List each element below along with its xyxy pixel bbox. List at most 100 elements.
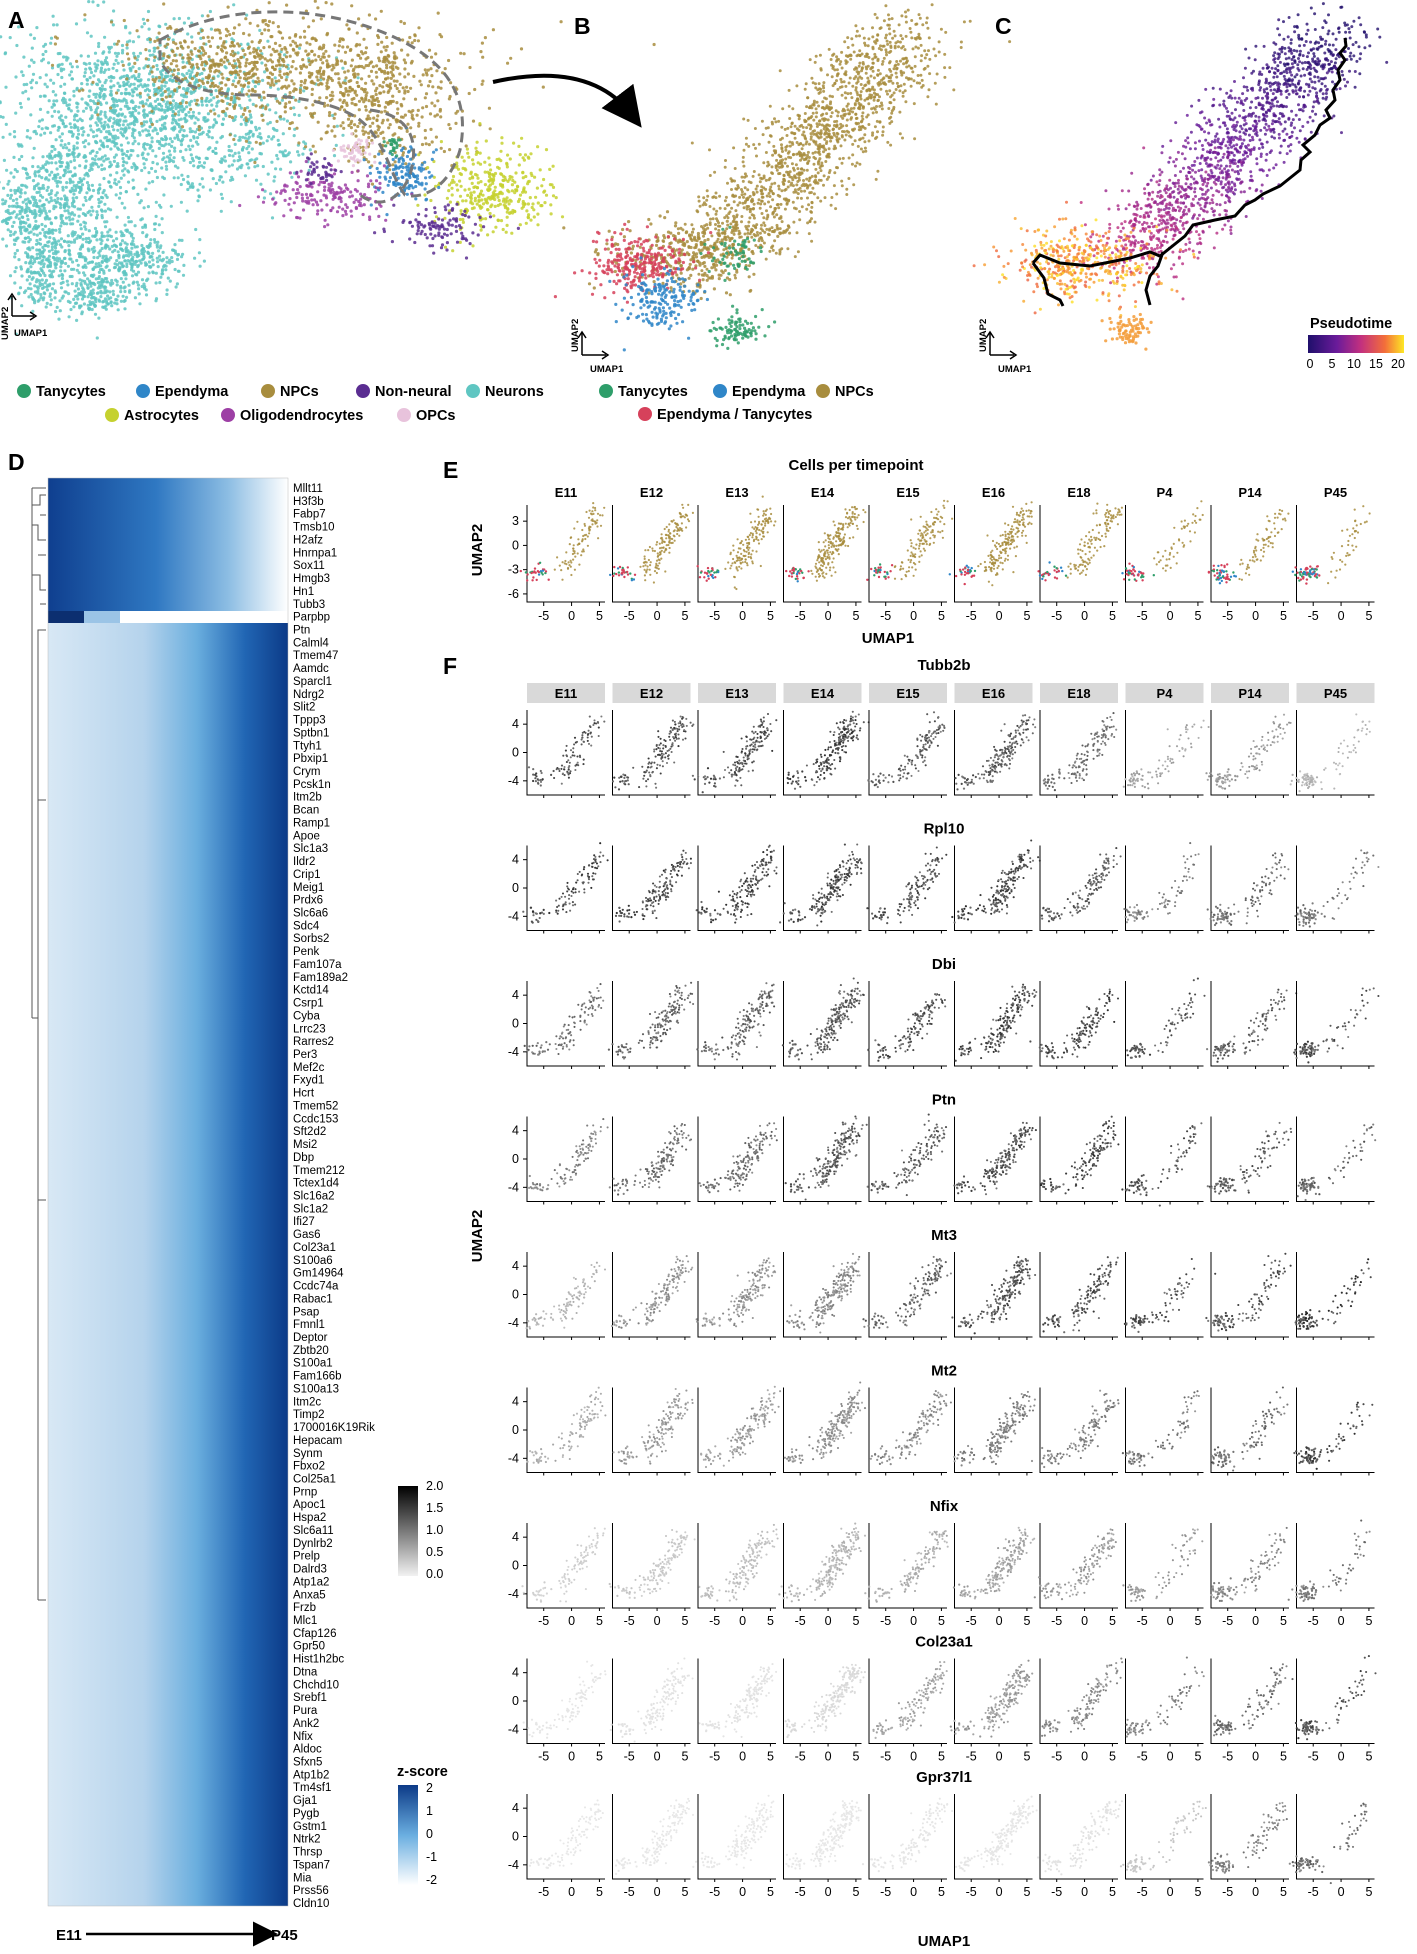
zscore-colorbar-ticks: 2 1 0 -1 -2 — [426, 1781, 437, 1887]
panel-e-facet-title: P14 — [1238, 485, 1262, 500]
gene-label: Mia — [293, 1872, 312, 1884]
panel-f-strip — [1040, 683, 1118, 703]
legend-b-label-2: NPCs — [835, 384, 874, 400]
zscore-tick-2: 0 — [426, 1827, 433, 1841]
panel-a-npc-outline — [158, 10, 464, 198]
panel-e-timepoints: Cells per timepoint UMAP1 UMAP2 E11 -5 0 5 3… — [469, 457, 1375, 647]
panel-f-x-tick: -5 — [624, 1614, 635, 1628]
gene-label: Gja1 — [293, 1795, 317, 1807]
gene-label: Hspa2 — [293, 1512, 326, 1524]
panel-f-x-tick: 0 — [739, 1885, 746, 1899]
gene-label: Synm — [293, 1448, 322, 1460]
panel-a-points — [0, 0, 656, 340]
panel-f-strip — [527, 683, 605, 703]
panel-f-x-tick: -5 — [966, 1750, 977, 1764]
panel-e-facet-title: E11 — [555, 485, 577, 500]
panel-f-x-tick: -5 — [1051, 1885, 1062, 1899]
panel-e-facet: E13 -5 0 5 — [696, 485, 777, 623]
panel-e-x-tick: -5 — [795, 609, 806, 623]
gene-label: Sdc4 — [293, 920, 320, 932]
legend-label-astrocytes: Astrocytes — [124, 408, 199, 424]
panel-e-x-tick: 5 — [1365, 609, 1372, 623]
gene-label: 1700016K19Rik — [293, 1422, 375, 1434]
pseudotime-tick-3: 15 — [1369, 357, 1383, 371]
legend-label-oligodendrocytes: Oligodendrocytes — [240, 408, 363, 424]
panel-c-xlabel: UMAP1 — [998, 364, 1032, 375]
gene-label: Sptbn1 — [293, 727, 329, 739]
panel-f-strip — [783, 683, 862, 703]
panel-f-x-tick: 0 — [1167, 1750, 1174, 1764]
panel-f-gene-title: Rpl10 — [924, 821, 965, 838]
gene-label: Parpbp — [293, 612, 330, 624]
gene-label: Cldn10 — [293, 1898, 329, 1910]
panel-f-y-tick: 0 — [512, 746, 519, 760]
legend-b-dot-0 — [599, 384, 613, 398]
gene-label: Ifi27 — [293, 1216, 315, 1228]
panel-e-x-tick: 5 — [938, 609, 945, 623]
pseudotime-colorbar — [1308, 335, 1404, 353]
gene-label: Ccdc153 — [293, 1113, 338, 1125]
panel-f-strip-label: P14 — [1238, 686, 1262, 701]
gene-label: Ccdc74a — [293, 1281, 339, 1293]
panel-f-y-tick: 0 — [512, 1559, 519, 1573]
gene-label: Psap — [293, 1306, 319, 1318]
panel-label-b: B — [574, 13, 591, 39]
gene-label: Fabp7 — [293, 509, 326, 521]
gene-label: Atp1a2 — [293, 1576, 329, 1588]
panel-f-x-tick: 5 — [767, 1885, 774, 1899]
panel-f-x-tick: -5 — [795, 1614, 806, 1628]
gene-label: Ndrg2 — [293, 689, 324, 701]
expression-colorbar — [398, 1486, 418, 1576]
panel-f-x-tick: -5 — [1222, 1750, 1233, 1764]
panel-f-x-tick: 5 — [1280, 1750, 1287, 1764]
gene-label: Gstm1 — [293, 1821, 327, 1833]
panel-f-x-tick: 5 — [938, 1750, 945, 1764]
panel-f-xlabel: UMAP1 — [918, 1933, 971, 1950]
gene-label: Tspan7 — [293, 1859, 330, 1871]
panel-f-row-mt3: Mt3 4 0 -4 — [508, 1227, 1375, 1340]
panel-f-row-gpr37l1: Gpr37l1 -5 0 5 4 0 -4 -5 0 5 -5 0 5 -5 0 5 -5 0 5 -5 0 5 -5 0 5 -… — [508, 1769, 1375, 1899]
panel-e-x-tick: 0 — [910, 609, 917, 623]
panel-f-x-tick: 0 — [1081, 1750, 1088, 1764]
panel-c-branch-2 — [1031, 262, 1065, 307]
gene-label: Pcsk1n — [293, 779, 331, 791]
panel-f-y-tick: 4 — [512, 1259, 519, 1273]
gene-label: Slc6a6 — [293, 908, 328, 920]
panel-e-facet: E15 -5 0 5 — [866, 485, 954, 623]
gene-label: Tmem52 — [293, 1101, 338, 1113]
gene-label: Itm2c — [293, 1396, 321, 1408]
gene-label: Prdx6 — [293, 895, 323, 907]
legend-label-neurons: Neurons — [485, 384, 544, 400]
gene-label: Pygb — [293, 1808, 319, 1820]
gene-label: Dalrd3 — [293, 1564, 327, 1576]
gene-label: Hist1h2bc — [293, 1654, 344, 1666]
panel-e-x-tick: -5 — [966, 609, 977, 623]
panel-f-row-mt2: Mt2 4 0 -4 — [508, 1363, 1375, 1476]
pseudotime-title: Pseudotime — [1310, 316, 1392, 332]
legend-label-opcs: OPCs — [416, 408, 456, 424]
gene-label: Ramp1 — [293, 818, 330, 830]
panel-f-x-tick: 0 — [996, 1885, 1003, 1899]
expression-tick-0: 2.0 — [426, 1479, 443, 1493]
panel-f-x-tick: -5 — [1308, 1614, 1319, 1628]
panel-f-y-tick: 0 — [512, 1694, 519, 1708]
pseudotime-tick-1: 5 — [1329, 357, 1336, 371]
panel-f-x-tick: -5 — [795, 1750, 806, 1764]
panel-e-facet-title: E15 — [896, 485, 919, 500]
legend-dot-ependyma — [136, 384, 150, 398]
panel-f-x-tick: 5 — [1109, 1750, 1116, 1764]
panel-f-x-tick: 0 — [1252, 1885, 1259, 1899]
panel-f-gene-title: Tubb2b — [917, 657, 970, 674]
gene-label: Bcan — [293, 805, 319, 817]
gene-label: Penk — [293, 946, 319, 958]
panel-e-facet-title: E18 — [1067, 485, 1090, 500]
gene-label: Ttyh1 — [293, 740, 322, 752]
gene-label: Mllt11 — [293, 483, 323, 495]
gene-label: Mef2c — [293, 1062, 325, 1074]
gene-label: Tmem212 — [293, 1165, 345, 1177]
gene-label: Tubb3 — [293, 599, 325, 611]
panel-f-gene-title: Nfix — [930, 1498, 959, 1515]
gene-label: Sft2d2 — [293, 1126, 326, 1138]
gene-label: Dbp — [293, 1152, 314, 1164]
panel-f-x-tick: 5 — [852, 1614, 859, 1628]
